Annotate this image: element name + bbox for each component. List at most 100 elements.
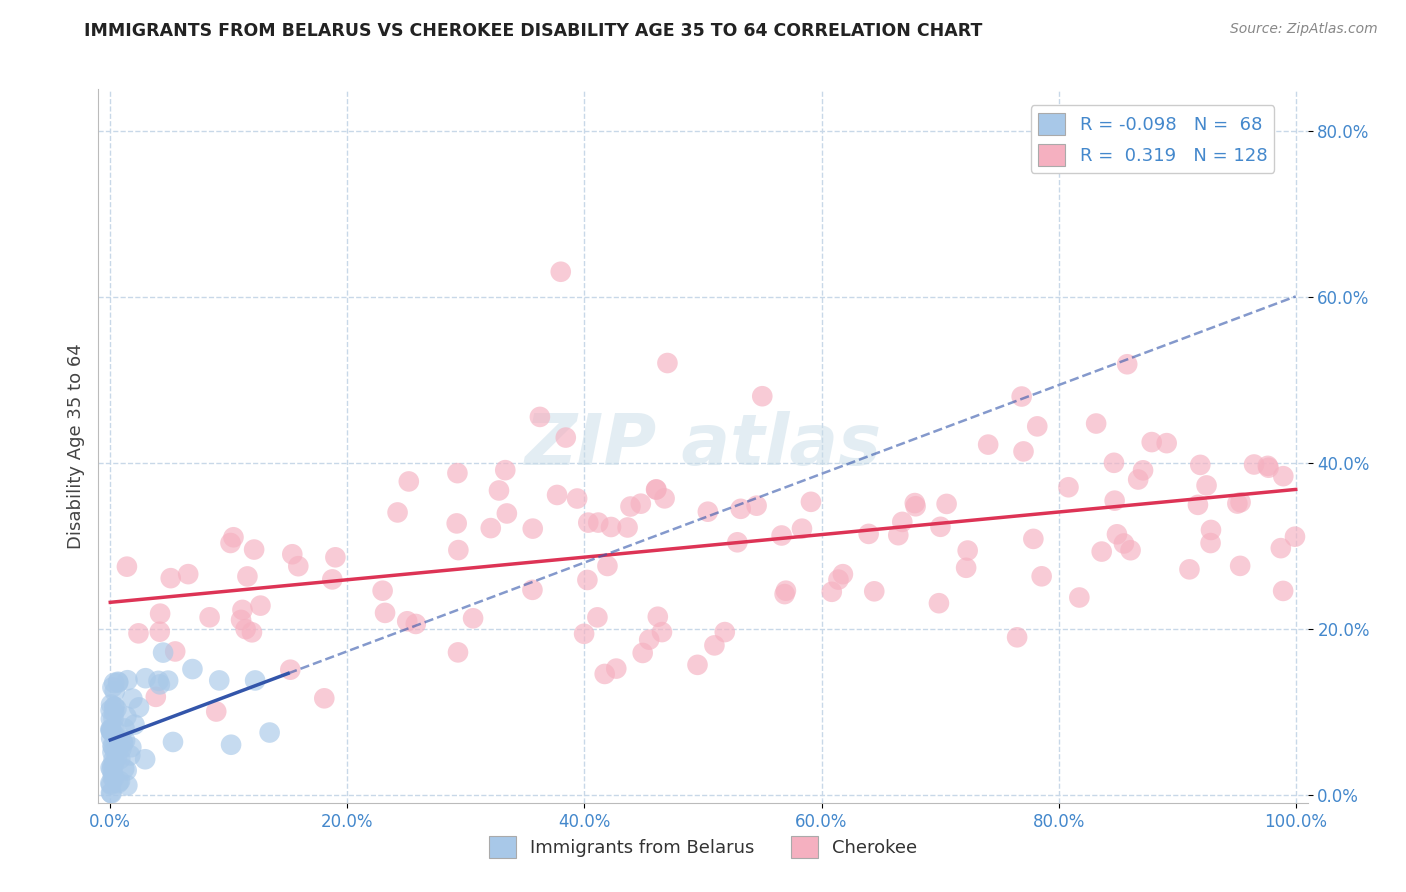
Point xyxy=(703,639,725,653)
Point xyxy=(775,583,797,598)
Point xyxy=(956,543,979,558)
Point xyxy=(148,673,170,688)
Point xyxy=(100,776,122,790)
Point xyxy=(565,491,588,506)
Point xyxy=(162,735,184,749)
Point xyxy=(105,738,128,752)
Point xyxy=(1069,591,1091,605)
Point xyxy=(1112,536,1135,550)
Point xyxy=(157,673,180,688)
Point xyxy=(773,587,796,601)
Point xyxy=(198,610,221,624)
Point xyxy=(281,547,304,561)
Point xyxy=(1085,417,1108,431)
Point xyxy=(103,699,125,714)
Point xyxy=(1229,558,1251,573)
Point xyxy=(387,505,409,519)
Point xyxy=(929,520,952,534)
Point xyxy=(101,766,124,780)
Point xyxy=(278,663,301,677)
Point xyxy=(120,748,142,763)
Point xyxy=(101,745,124,759)
Point xyxy=(231,603,253,617)
Point xyxy=(321,573,343,587)
Point xyxy=(1199,536,1222,550)
Point xyxy=(977,437,1000,451)
Point xyxy=(222,530,245,544)
Point xyxy=(1178,562,1201,576)
Legend: Immigrants from Belarus, Cherokee: Immigrants from Belarus, Cherokee xyxy=(481,829,925,865)
Point xyxy=(100,723,122,738)
Point xyxy=(1257,460,1279,475)
Point xyxy=(1091,544,1114,558)
Point xyxy=(1199,523,1222,537)
Point xyxy=(181,662,204,676)
Point xyxy=(110,741,132,756)
Point xyxy=(1011,390,1033,404)
Point xyxy=(177,567,200,582)
Y-axis label: Disability Age 35 to 64: Disability Age 35 to 64 xyxy=(66,343,84,549)
Point xyxy=(657,356,679,370)
Point xyxy=(103,758,125,772)
Point xyxy=(647,609,669,624)
Point xyxy=(790,522,813,536)
Point xyxy=(751,389,773,403)
Point xyxy=(1104,493,1126,508)
Point xyxy=(630,497,652,511)
Point xyxy=(522,582,544,597)
Point xyxy=(124,717,146,731)
Point xyxy=(117,779,139,793)
Point xyxy=(103,722,125,736)
Point xyxy=(1026,419,1049,434)
Point xyxy=(887,528,910,542)
Point xyxy=(249,599,271,613)
Point xyxy=(745,499,768,513)
Point xyxy=(121,691,143,706)
Point xyxy=(108,774,131,789)
Point xyxy=(686,657,709,672)
Point xyxy=(1119,543,1142,558)
Point xyxy=(1187,498,1209,512)
Point xyxy=(100,724,122,739)
Point xyxy=(1022,532,1045,546)
Point xyxy=(104,684,127,698)
Point xyxy=(100,723,122,737)
Point xyxy=(446,516,468,531)
Point xyxy=(1031,569,1053,583)
Point xyxy=(134,752,156,766)
Point xyxy=(495,507,517,521)
Point xyxy=(100,761,122,775)
Point xyxy=(494,463,516,477)
Point xyxy=(1257,458,1279,473)
Point xyxy=(243,673,266,688)
Point xyxy=(1128,473,1150,487)
Point xyxy=(1226,497,1249,511)
Point xyxy=(1132,463,1154,477)
Point xyxy=(858,527,880,541)
Point xyxy=(103,700,125,714)
Point xyxy=(1272,583,1295,598)
Point xyxy=(259,725,281,739)
Point xyxy=(115,559,138,574)
Point xyxy=(651,625,673,640)
Point xyxy=(396,614,419,628)
Point xyxy=(1102,456,1125,470)
Point xyxy=(529,409,551,424)
Point xyxy=(208,673,231,688)
Point xyxy=(461,611,484,625)
Point xyxy=(219,536,242,550)
Point xyxy=(101,681,124,695)
Point xyxy=(1105,527,1128,541)
Point xyxy=(955,561,977,575)
Point xyxy=(904,496,927,510)
Point xyxy=(112,736,135,750)
Point xyxy=(205,705,228,719)
Point xyxy=(554,431,576,445)
Point xyxy=(645,483,668,497)
Point xyxy=(588,516,610,530)
Point xyxy=(159,571,181,585)
Point xyxy=(149,607,172,621)
Point xyxy=(447,645,470,659)
Point xyxy=(1229,495,1251,509)
Point xyxy=(827,573,849,587)
